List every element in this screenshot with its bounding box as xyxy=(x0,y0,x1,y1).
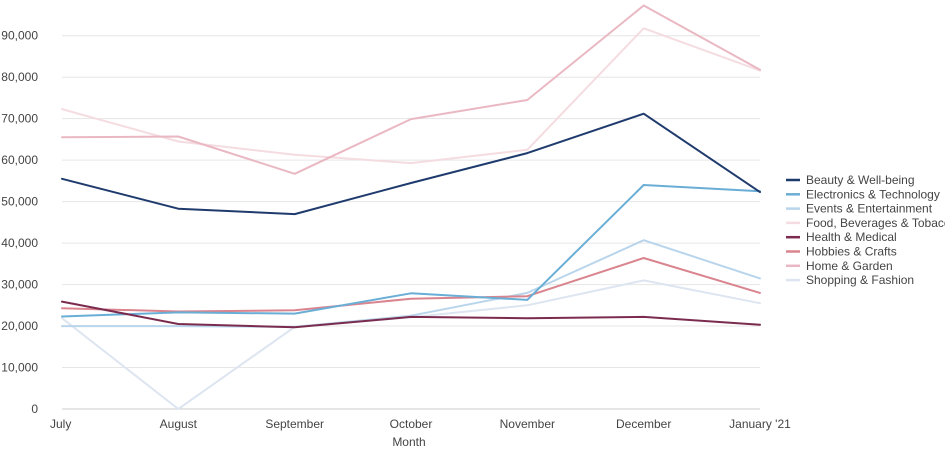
y-tick-label: 90,000 xyxy=(1,29,38,43)
y-tick-label: 40,000 xyxy=(1,236,38,250)
x-tick-label: October xyxy=(390,417,433,431)
x-tick-label: November xyxy=(500,417,555,431)
y-tick-label: 20,000 xyxy=(1,319,38,333)
y-tick-label: 30,000 xyxy=(1,278,38,292)
series-line xyxy=(61,184,761,318)
series-lines xyxy=(61,4,761,410)
x-axis-title: Month xyxy=(392,435,425,449)
y-axis: 0 10,000 20,000 30,000 40,000 50,000 60,000 70,… xyxy=(1,29,38,416)
y-tick-label: 50,000 xyxy=(1,195,38,209)
y-tick-label: 70,000 xyxy=(1,112,38,126)
series-line xyxy=(61,300,761,329)
legend-label: Health & Medical xyxy=(806,230,897,244)
series-line xyxy=(61,112,761,216)
legend-label: Home & Garden xyxy=(806,259,893,273)
x-axis: Month July August September October November… xyxy=(50,408,791,449)
y-tick-label: 60,000 xyxy=(1,153,38,167)
y-tick-label: 0 xyxy=(31,402,38,416)
series-line xyxy=(61,27,761,165)
x-tick-label: January '21 xyxy=(729,417,791,431)
series-line xyxy=(61,239,761,328)
series-line xyxy=(61,4,761,175)
x-tick-label: July xyxy=(50,417,71,431)
legend-label: Electronics & Technology xyxy=(806,187,940,201)
y-tick-label: 10,000 xyxy=(1,361,38,375)
y-tick-label: 80,000 xyxy=(1,70,38,84)
legend-label: Beauty & Well-being xyxy=(806,173,915,187)
legend-label: Hobbies & Crafts xyxy=(806,245,897,259)
x-tick-label: December xyxy=(616,417,671,431)
x-tick-label: August xyxy=(160,417,198,431)
legend-label: Shopping & Fashion xyxy=(806,273,914,287)
legend-label: Events & Entertainment xyxy=(806,202,933,216)
x-tick-label: September xyxy=(265,417,324,431)
legend-label: Food, Beverages & Tobacco xyxy=(806,216,945,230)
